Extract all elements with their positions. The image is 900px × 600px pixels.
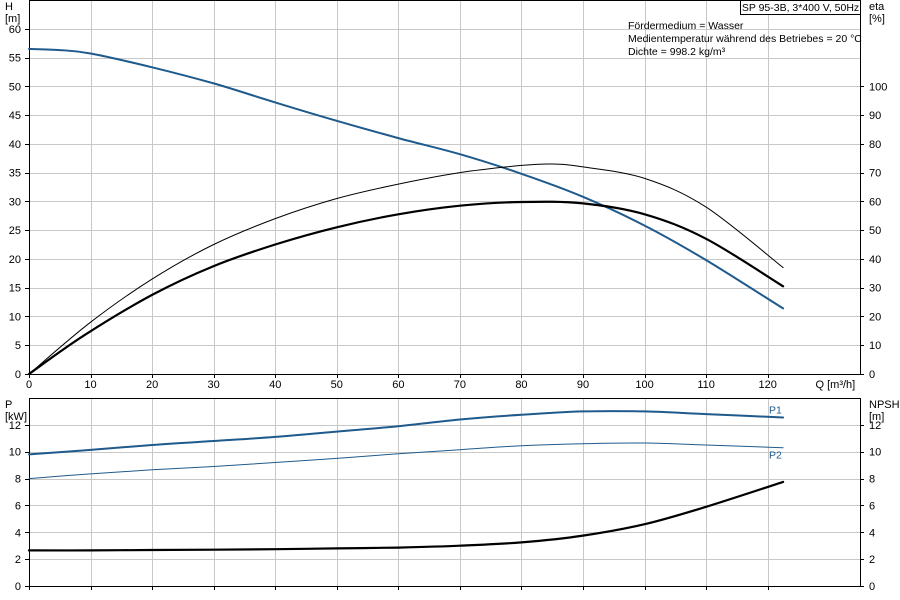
x-tick-label: 90: [577, 379, 589, 391]
y-right-axis-label: NPSH: [869, 399, 900, 411]
x-axis-label: Q [m³/h]: [816, 379, 856, 391]
y-left-tick-label: 60: [9, 24, 21, 36]
y-right-tick-label: 8: [869, 474, 875, 486]
y-right-tick-label: 10: [869, 447, 881, 459]
medium-density: Dichte = 998.2 kg/m³: [628, 46, 726, 58]
y-right-tick-label: 2: [869, 554, 875, 566]
y-right-tick-label: 60: [869, 196, 881, 208]
plot-frame: [29, 398, 861, 587]
y-right-tick-label: 4: [869, 527, 875, 539]
y-left-tick-label: 40: [9, 139, 21, 151]
y-left-tick-label: 10: [9, 447, 21, 459]
x-tick-label: 80: [515, 379, 527, 391]
y-left-tick-label: 35: [9, 168, 21, 180]
y-right-tick-label: 30: [869, 283, 881, 295]
power-npsh-panel: 0 2 4 6 8 10 12 0 2 4 6 8 10 12 P[kW] NPSH[m] P1 P2: [5, 398, 900, 593]
y-left-axis-label: H: [5, 1, 13, 13]
y-right-tick-label: 70: [869, 168, 881, 180]
y-left-tick-label: 5: [15, 340, 21, 352]
y-right-tick-label: 90: [869, 110, 881, 122]
x-tick-label: 110: [697, 379, 715, 391]
series-label-p1: P1: [769, 404, 782, 416]
y-right-tick-label: 0: [869, 369, 875, 381]
y-left-tick-label: 30: [9, 196, 21, 208]
y-left-tick-label: 6: [15, 500, 21, 512]
series-line-p2: [28, 442, 784, 480]
y-right-tick-label: 6: [869, 500, 875, 512]
y-right-tick-label: 10: [869, 340, 881, 352]
y-left-tick-label: 0: [15, 369, 21, 381]
series-line-s2: [27, 200, 785, 376]
y-right-tick-label: 100: [869, 81, 887, 93]
series-line-p1: [28, 410, 785, 456]
y-right-tick-label: 40: [869, 254, 881, 266]
medium-info: Fördermedium = Wasser Medientemperatur w…: [628, 20, 862, 59]
y-left-tick-label: 20: [9, 254, 21, 266]
y-left-tick-label: 45: [9, 110, 21, 122]
y-left-tick-label: 8: [15, 474, 21, 486]
series-line-s1: [28, 163, 784, 375]
series-line-s0: [28, 47, 785, 310]
medium-temperature: Medientemperatur während des Betriebes =…: [628, 33, 862, 45]
x-tick-label: 10: [84, 379, 96, 391]
x-tick-label: 70: [454, 379, 466, 391]
plot-frame: [29, 0, 861, 375]
y-left-axis-label: P: [5, 399, 12, 411]
x-tick-label: 0: [26, 379, 32, 391]
pump-model-label: SP 95-3B, 3*400 V, 50Hz: [740, 0, 861, 15]
x-tick-label: 40: [269, 379, 281, 391]
series-line-s2: [27, 480, 785, 552]
y-left-axis-unit: [kW]: [5, 411, 27, 423]
y-right-tick-label: 50: [869, 225, 881, 237]
y-right-axis-label: eta: [869, 1, 885, 13]
y-left-tick-label: 0: [15, 581, 21, 593]
y-right-tick-label: 20: [869, 311, 881, 323]
medium-fluid: Fördermedium = Wasser: [628, 20, 744, 32]
y-right-tick-label: 0: [869, 581, 875, 593]
y-right-tick-label: 80: [869, 139, 881, 151]
head-efficiency-panel: 0 10 20 30 40 50 60 70 80 90 100 110 120051015202530…: [5, 0, 887, 391]
series-label-p2: P2: [769, 450, 782, 462]
y-right-axis-unit: [%]: [869, 13, 885, 25]
x-tick-label: 30: [208, 379, 220, 391]
x-tick-label: 120: [758, 379, 776, 391]
y-left-tick-label: 2: [15, 554, 21, 566]
x-tick-label: 50: [331, 379, 343, 391]
x-tick-label: 60: [392, 379, 404, 391]
y-left-tick-label: 10: [9, 311, 21, 323]
y-left-tick-label: 50: [9, 81, 21, 93]
y-right-axis-unit: [m]: [869, 411, 884, 423]
y-left-tick-label: 4: [15, 527, 21, 539]
y-left-tick-label: 12: [9, 420, 21, 432]
y-left-axis-unit: [m]: [5, 13, 20, 25]
y-left-tick-label: 25: [9, 225, 21, 237]
x-tick-label: 20: [146, 379, 158, 391]
y-right-tick-label: 12: [869, 420, 881, 432]
y-left-tick-label: 55: [9, 53, 21, 65]
x-tick-label: 100: [635, 379, 653, 391]
y-left-tick-label: 15: [9, 283, 21, 295]
